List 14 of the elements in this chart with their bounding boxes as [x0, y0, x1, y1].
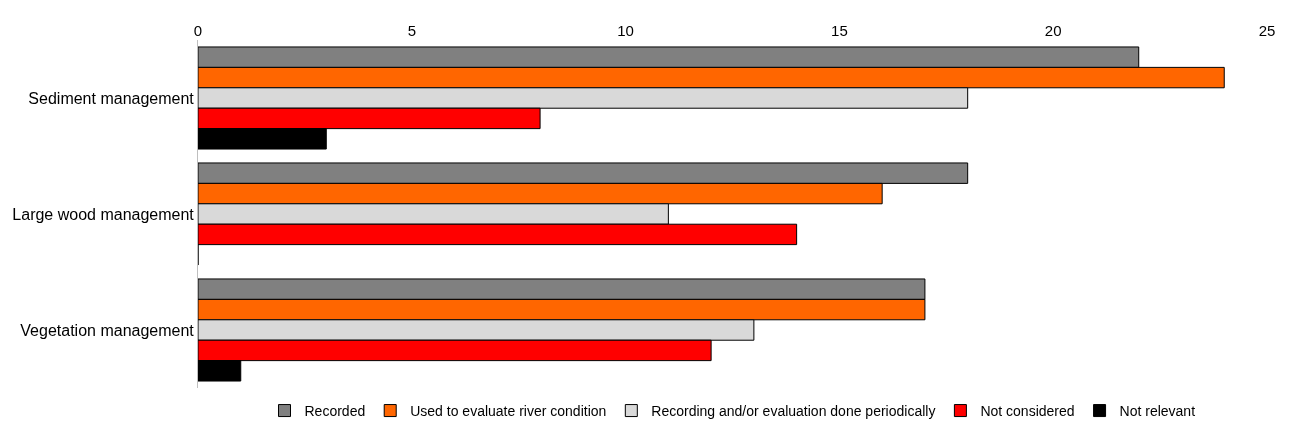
- legend-label: Not considered: [980, 403, 1075, 420]
- y-tick-label: Vegetation management: [20, 321, 195, 339]
- x-tick-label: 25: [1258, 22, 1276, 39]
- x-tick-label: 0: [193, 22, 203, 39]
- legend-label: Recording and/or evaluation done periodically: [651, 403, 936, 420]
- x-tick-label: 10: [617, 22, 634, 39]
- legend-label: Not relevant: [1119, 403, 1196, 420]
- y-tick-label: Sediment management: [28, 89, 195, 107]
- y-tick-label: Large wood management: [12, 205, 195, 223]
- legend-label: Used to evaluate river condition: [410, 403, 607, 420]
- x-tick-label: 20: [1044, 22, 1062, 39]
- legend-label: Recorded: [304, 403, 366, 420]
- x-tick-label: 5: [407, 22, 416, 39]
- x-tick-label: 15: [831, 22, 848, 39]
